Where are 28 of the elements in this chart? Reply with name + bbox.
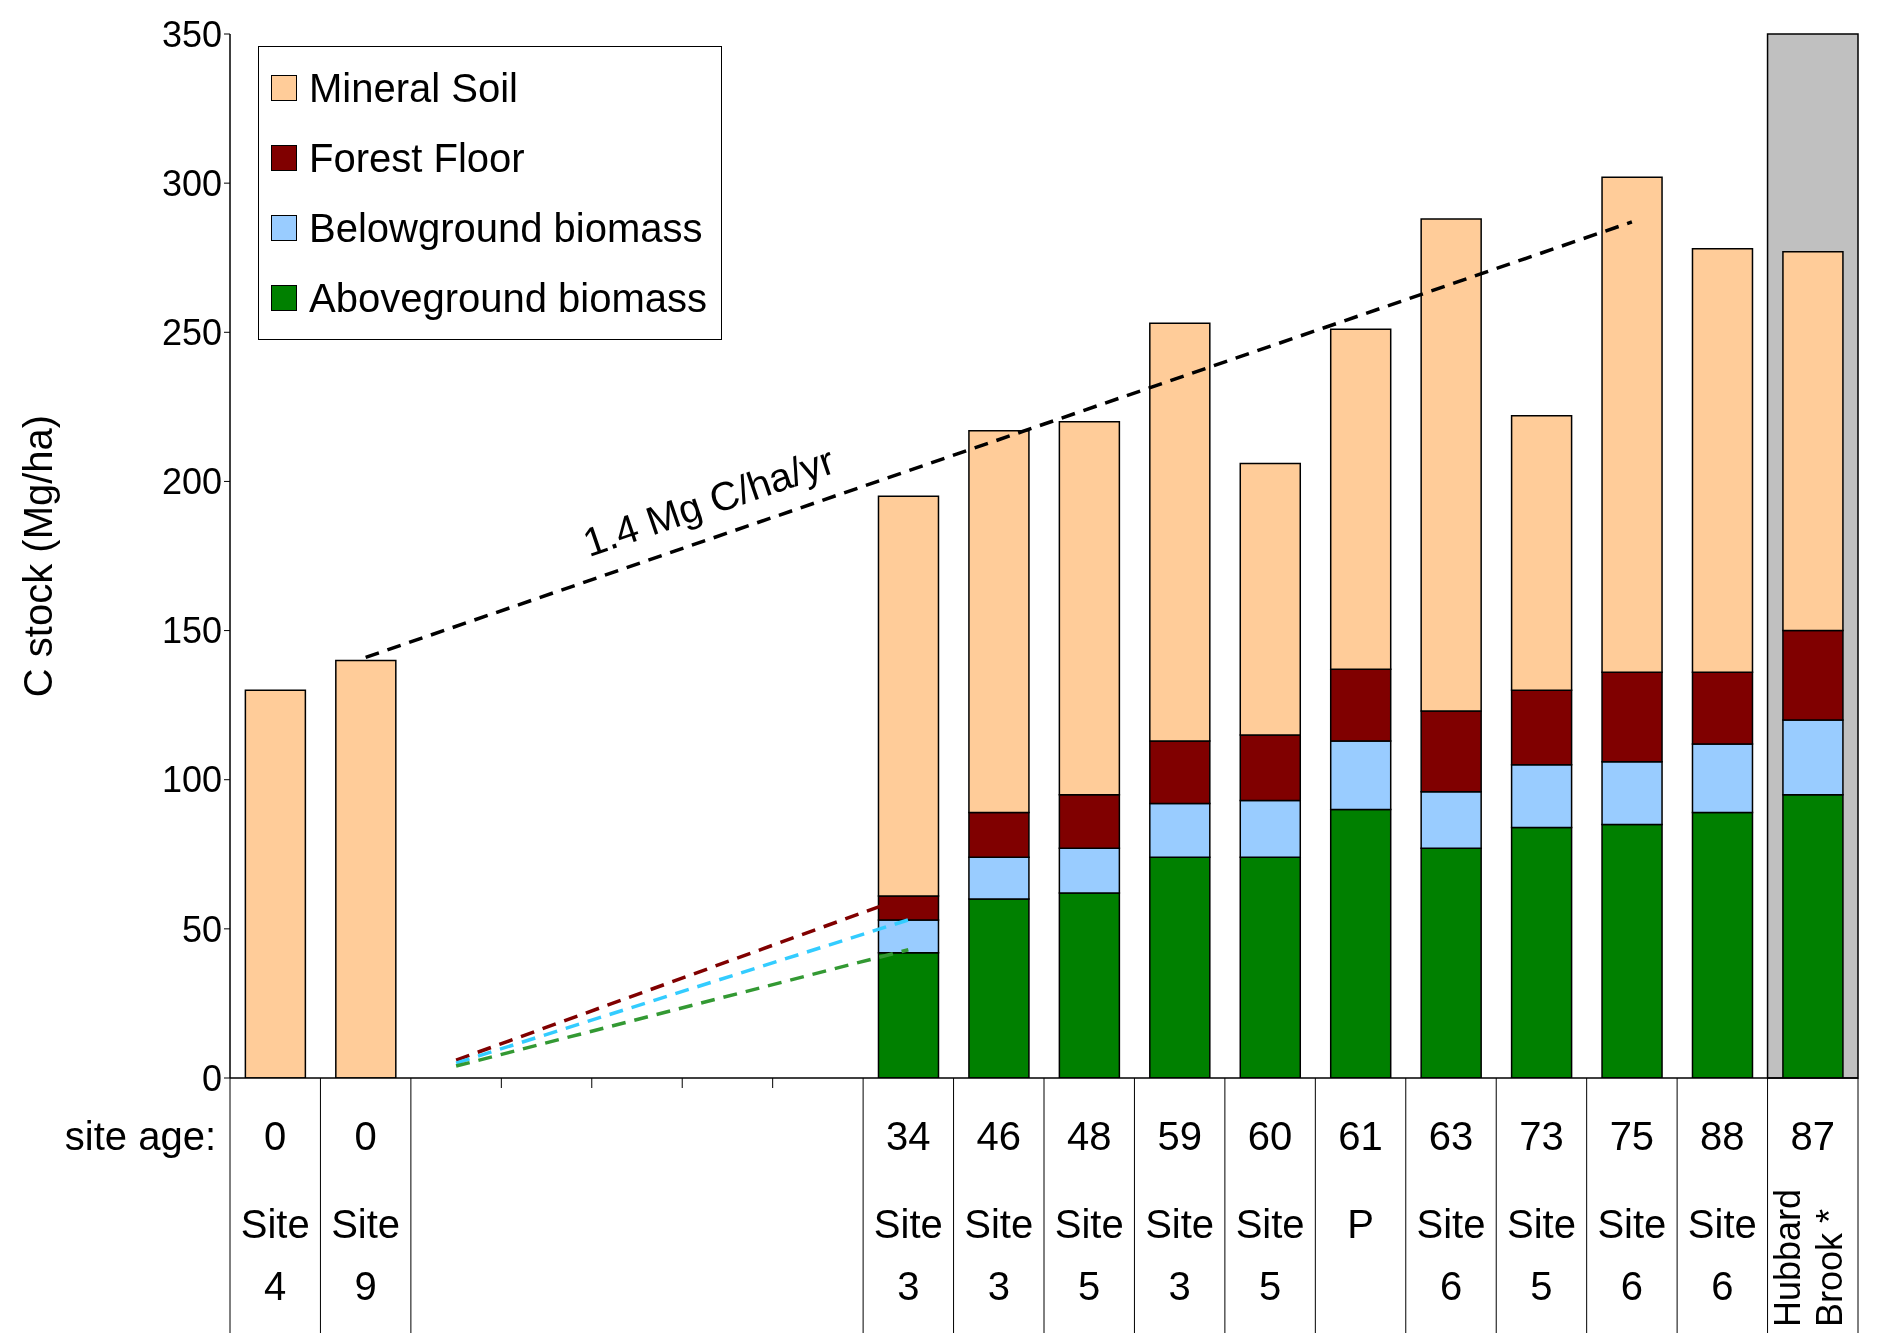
legend-label: Belowground biomass — [309, 205, 703, 251]
x-tick-label: 59 Site 3 — [1145, 1114, 1215, 1308]
x-tick-label: 46 Site 3 — [964, 1114, 1034, 1308]
x-tick-label: 34 Site 3 — [873, 1114, 943, 1308]
y-tick-label: 150 — [161, 610, 222, 652]
x-tick-label: 48 Site 5 — [1054, 1114, 1124, 1308]
x-tick-label: 0 Site 4 — [240, 1114, 310, 1308]
y-tick-label: 200 — [161, 461, 222, 503]
x-tick-label: 60 Site 5 — [1235, 1114, 1305, 1308]
legend-label: Forest Floor — [309, 135, 525, 181]
x-tick-label: 88 Site 6 — [1687, 1114, 1757, 1308]
y-axis-title: C stock (Mg/ha) — [16, 414, 61, 698]
y-tick-label: 0 — [201, 1057, 222, 1099]
x-tick-label: 63 Site 6 — [1416, 1114, 1486, 1308]
legend-label: Mineral Soil — [309, 65, 518, 111]
x-tick-label: 87 Hubbard Brook * — [1766, 1114, 1850, 1327]
text: site age: — [64, 1114, 216, 1158]
x-tick-label: 0 Site 9 — [331, 1114, 401, 1308]
y-tick-label: 250 — [161, 312, 222, 354]
y-tick-label: 300 — [161, 162, 222, 204]
legend-label: Aboveground biomass — [309, 275, 708, 321]
x-tick-label: 61 P — [1338, 1114, 1383, 1246]
x-tick-label: 73 Site 5 — [1506, 1114, 1576, 1308]
x-tick-label: 75 Site 6 — [1597, 1114, 1667, 1308]
y-tick-label: 350 — [161, 13, 222, 55]
annotation: 1.4 Mg C/ha/yr — [577, 437, 840, 565]
y-tick-label: 100 — [161, 759, 222, 801]
y-tick-label: 50 — [181, 908, 222, 950]
